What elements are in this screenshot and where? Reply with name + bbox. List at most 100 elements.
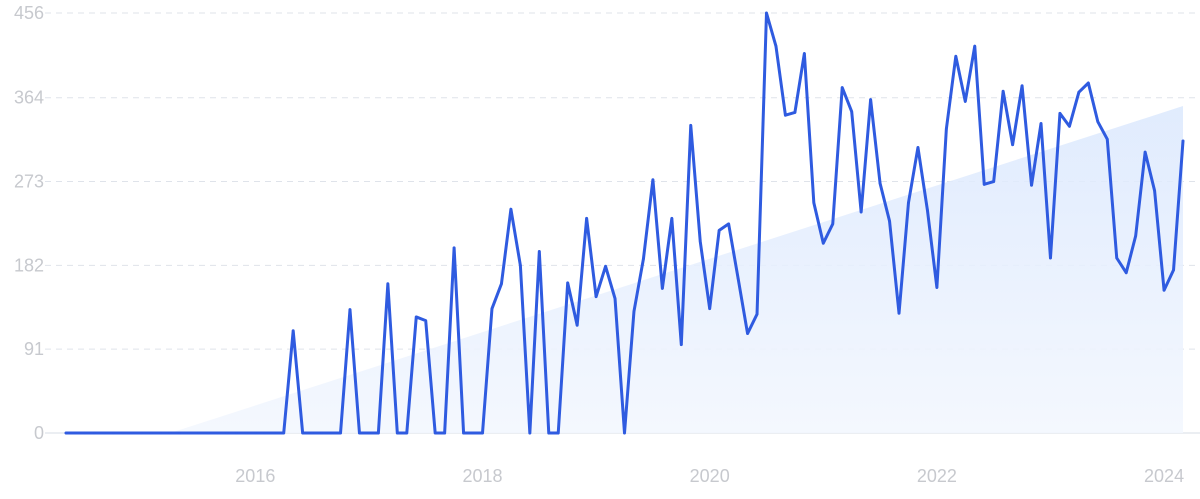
data-point	[358, 431, 361, 435]
trend-area	[170, 106, 1183, 434]
series-layer	[64, 11, 1185, 435]
data-point	[642, 257, 645, 261]
data-point	[149, 431, 153, 435]
data-point	[1096, 120, 1100, 123]
data-point	[717, 229, 721, 232]
data-point	[566, 281, 569, 285]
data-point	[547, 431, 551, 435]
data-point	[1077, 90, 1081, 94]
data-point	[585, 217, 588, 220]
data-point	[405, 431, 409, 435]
data-point	[462, 431, 465, 435]
data-point	[159, 431, 162, 435]
data-point	[774, 44, 778, 48]
data-point	[1030, 183, 1033, 187]
data-point	[471, 431, 475, 435]
data-point	[197, 431, 200, 435]
y-tick-label: 456	[14, 3, 44, 23]
data-point	[963, 100, 967, 103]
data-point	[386, 282, 390, 286]
data-point	[727, 222, 730, 226]
data-point	[850, 110, 853, 113]
data-point	[708, 307, 711, 310]
data-point	[859, 210, 863, 214]
data-point	[1087, 81, 1090, 85]
data-point	[339, 431, 342, 435]
data-point	[1143, 150, 1147, 154]
data-point	[784, 113, 787, 117]
data-point	[254, 431, 257, 435]
data-point	[926, 208, 929, 212]
data-point	[433, 431, 437, 435]
data-point	[235, 431, 238, 435]
data-point	[670, 217, 674, 220]
x-axis-ticks: 2016 2018 2020 2022 2024	[235, 466, 1184, 486]
data-point	[945, 127, 948, 131]
data-point	[206, 431, 210, 435]
x-tick-label: 2024	[1144, 466, 1184, 486]
data-point	[604, 264, 607, 268]
data-point	[575, 323, 579, 327]
data-point	[178, 431, 181, 435]
data-point	[954, 54, 958, 58]
data-point	[348, 308, 352, 311]
data-point	[424, 319, 428, 322]
data-point	[982, 183, 986, 186]
data-point	[168, 431, 172, 435]
data-point	[64, 431, 68, 435]
data-point	[121, 431, 125, 435]
x-tick-label: 2016	[235, 466, 275, 486]
data-point	[594, 295, 598, 298]
data-point	[396, 431, 399, 435]
data-point	[310, 431, 314, 435]
data-point	[112, 431, 115, 435]
data-point	[736, 276, 740, 280]
data-point	[528, 431, 532, 435]
data-point	[1049, 256, 1052, 260]
data-point	[519, 264, 522, 267]
y-tick-label: 91	[24, 339, 44, 359]
data-point	[509, 207, 513, 211]
data-point	[244, 431, 248, 435]
data-point	[225, 431, 229, 435]
data-point	[377, 431, 380, 435]
data-point	[1172, 268, 1175, 272]
data-point	[301, 431, 304, 435]
trend-wedge	[170, 106, 1183, 434]
data-point	[102, 431, 106, 435]
data-point	[840, 86, 844, 89]
data-point	[793, 111, 797, 114]
data-point	[320, 431, 323, 435]
data-point	[831, 222, 835, 226]
data-point	[992, 180, 995, 183]
data-point	[1105, 137, 1109, 141]
y-tick-label: 364	[14, 88, 44, 108]
x-tick-label: 2018	[462, 466, 502, 486]
data-point	[1011, 143, 1014, 147]
data-point	[907, 201, 910, 205]
data-point	[888, 219, 891, 223]
data-point	[651, 178, 655, 182]
data-point	[443, 431, 446, 435]
data-point	[187, 431, 191, 435]
data-point	[661, 287, 664, 290]
data-point	[414, 315, 418, 319]
data-point	[74, 431, 77, 435]
data-point	[680, 343, 683, 346]
data-point	[1020, 84, 1024, 88]
data-point	[272, 431, 276, 435]
data-point	[973, 44, 977, 48]
data-point	[878, 182, 882, 185]
data-point	[538, 250, 541, 253]
data-point	[765, 11, 768, 15]
data-point	[140, 431, 144, 435]
data-point	[746, 332, 749, 335]
data-point	[1068, 124, 1071, 128]
data-point	[1058, 112, 1062, 115]
data-point	[556, 431, 560, 435]
data-point	[623, 431, 626, 435]
y-tick-label: 182	[14, 255, 44, 275]
data-point	[490, 307, 494, 310]
data-point	[698, 240, 702, 243]
